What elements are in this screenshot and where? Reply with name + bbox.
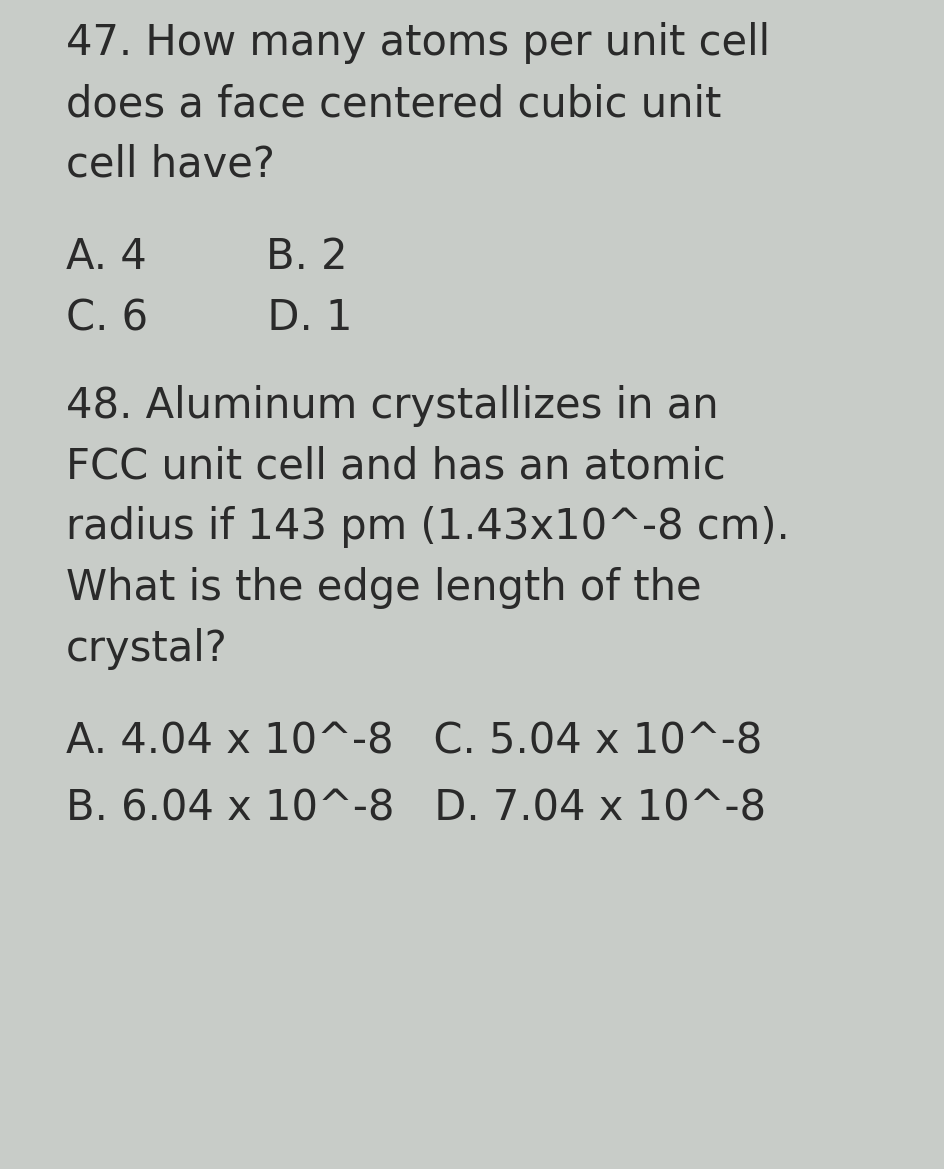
Text: A. 4         B. 2: A. 4 B. 2: [66, 236, 347, 278]
Text: does a face centered cubic unit: does a face centered cubic unit: [66, 83, 721, 125]
Text: radius if 143 pm (1.43x10^-8 cm).: radius if 143 pm (1.43x10^-8 cm).: [66, 506, 790, 548]
Text: crystal?: crystal?: [66, 628, 228, 670]
Text: FCC unit cell and has an atomic: FCC unit cell and has an atomic: [66, 445, 726, 487]
Text: 47. How many atoms per unit cell: 47. How many atoms per unit cell: [66, 22, 770, 64]
Text: 48. Aluminum crystallizes in an: 48. Aluminum crystallizes in an: [66, 385, 718, 427]
Text: C. 6         D. 1: C. 6 D. 1: [66, 297, 352, 339]
Text: B. 6.04 x 10^-8   D. 7.04 x 10^-8: B. 6.04 x 10^-8 D. 7.04 x 10^-8: [66, 788, 767, 830]
Text: What is the edge length of the: What is the edge length of the: [66, 567, 701, 609]
Text: A. 4.04 x 10^-8   C. 5.04 x 10^-8: A. 4.04 x 10^-8 C. 5.04 x 10^-8: [66, 720, 763, 762]
Text: cell have?: cell have?: [66, 144, 275, 186]
